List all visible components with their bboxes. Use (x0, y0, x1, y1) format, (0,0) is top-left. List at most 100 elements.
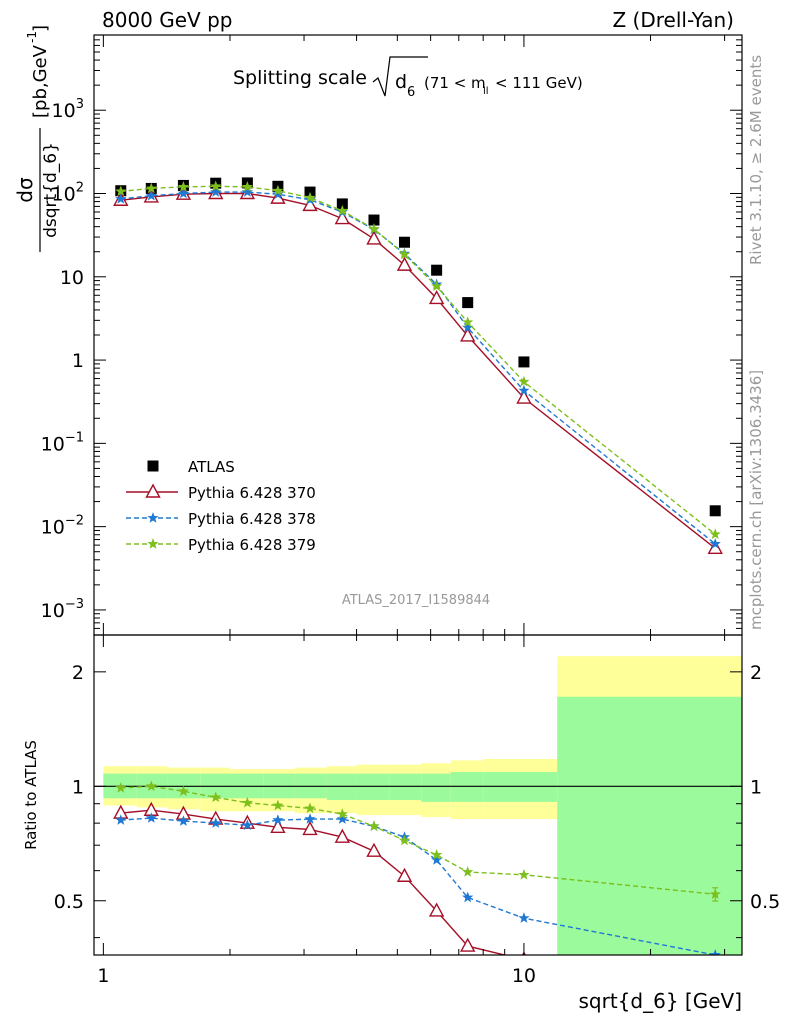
ratio-plot-ticks: 0.5 0.5 1 1 2 2 1 10 (54, 635, 780, 987)
point-pythia-6-428-378 (709, 538, 721, 549)
ratio-y-tick-label-right: 1 (750, 776, 762, 798)
point-pythia-6-428-370 (460, 327, 476, 342)
point-pythia-6-428-370 (270, 189, 286, 204)
y-tick-label: 10−1 (41, 430, 84, 455)
point-pythia-6-428-379 (241, 181, 253, 192)
y-tick-label: 10 (60, 267, 84, 289)
ratio-point-pythia-6-428-378 (210, 817, 222, 828)
point-pythia-6-428-379 (368, 223, 380, 234)
legend-marker-atlas (147, 460, 159, 472)
ratio-y-tick-label-right: 0.5 (750, 891, 780, 913)
ratio-point-pythia-6-428-378 (272, 814, 284, 825)
x-tick-label: 1 (97, 965, 109, 987)
point-pythia-6-428-378 (115, 193, 127, 204)
point-pythia-6-428-379 (177, 181, 189, 192)
ratio-line-pythia-6-428-378 (120, 817, 716, 955)
point-pythia-6-428-378 (518, 384, 530, 396)
ratio-point-pythia-6-428-379 (210, 791, 222, 803)
legend-label-pythia-6-428-379: Pythia 6.428 379 (188, 536, 316, 554)
point-pythia-6-428-379 (709, 528, 721, 540)
point-pythia-6-428-370 (366, 230, 382, 245)
ratio-y-axis-label: Ratio to ATLAS (22, 740, 40, 850)
y-axis-label-unit-end: ] (30, 25, 51, 32)
ratio-y-tick-label-left: 0.5 (54, 891, 84, 913)
plot-title-symbol-sub: 6 (407, 85, 415, 100)
ratio-point-pythia-6-428-378 (462, 891, 474, 903)
ratio-point-pythia-6-428-378 (304, 813, 316, 824)
point-pythia-6-428-379 (398, 248, 411, 260)
plot-title-range-end: < 111 GeV) (495, 74, 583, 92)
y-tick-label: 103 (52, 97, 84, 122)
ratio-point-pythia-6-428-379 (398, 834, 411, 846)
y-axis-label: dσ dsqrt{d_6} [pb,GeV -1 ] (13, 25, 61, 252)
point-pythia-6-428-379 (462, 316, 474, 327)
legend-label-pythia-6-428-378: Pythia 6.428 378 (188, 510, 316, 528)
ratio-point-pythia-6-428-378 (177, 815, 189, 826)
point-pythia-6-428-370 (334, 210, 351, 225)
point-pythia-6-428-370 (707, 539, 723, 554)
y-tick-label: 10−3 (41, 597, 84, 622)
stat-uncertainty-band (557, 696, 742, 955)
ratio-y-tick-label-left: 2 (72, 662, 84, 684)
point-pythia-6-428-378 (210, 186, 222, 197)
header-left: 8000 GeV pp (102, 8, 233, 32)
ratio-point-pythia-6-428-379 (145, 780, 157, 792)
y-axis-label-unit-sup: -1 (25, 31, 39, 43)
ratio-point-pythia-6-428-378 (709, 949, 721, 955)
header-right: Z (Drell-Yan) (612, 8, 734, 32)
ratio-point-pythia-6-428-370 (270, 818, 286, 834)
analysis-watermark: ATLAS_2017_I1589844 (342, 593, 490, 608)
side-label-mcplots: mcplots.cern.ch [arXiv:1306.3436] (747, 370, 765, 630)
y-axis-label-unit: [pb,GeV (30, 44, 51, 118)
point-pythia-6-428-378 (241, 186, 253, 197)
ratio-point-pythia-6-428-379 (304, 802, 316, 814)
point-pythia-6-428-378 (145, 189, 157, 201)
point-pythia-6-428-379 (431, 280, 443, 291)
ratio-point-pythia-6-428-370 (366, 842, 382, 857)
ratio-point-pythia-6-428-378 (115, 814, 127, 825)
y-tick-label: 10−2 (41, 514, 84, 539)
x-axis-label: sqrt{d_6} [GeV] (579, 989, 743, 1013)
legend-label-atlas: ATLAS (188, 458, 235, 476)
legend-marker-pythia-6-428-378 (147, 512, 159, 523)
main-plot-ticks: 10−3 10−2 10−1 1 10 102 103 (41, 34, 742, 636)
ratio-point-pythia-6-428-378 (518, 912, 530, 923)
ratio-point-pythia-6-428-378 (145, 812, 157, 823)
x-tick-label: 10 (512, 965, 536, 987)
plot-title-main: Splitting scale (233, 67, 367, 89)
point-pythia-6-428-379 (304, 191, 316, 203)
point-atlas (709, 505, 721, 517)
plot-title-range: (71 < m (424, 74, 486, 92)
point-atlas (518, 356, 530, 368)
y-axis-label-numerator: dσ (13, 177, 37, 203)
main-plot-panel: 10−3 10−2 10−1 1 10 102 103 Splitting scale d … (13, 25, 743, 636)
ratio-point-pythia-6-428-379 (336, 808, 348, 819)
ratio-point-pythia-6-428-378 (336, 813, 348, 824)
point-pythia-6-428-379 (115, 185, 127, 197)
plot-title: Splitting scale d 6 (71 < m ll < 111 GeV… (233, 56, 583, 100)
ratio-line-pythia-6-428-370 (120, 809, 508, 955)
point-pythia-6-428-370 (516, 389, 532, 404)
ratio-point-pythia-6-428-379 (272, 799, 284, 811)
point-pythia-6-428-370 (428, 289, 445, 305)
y-tick-label: 1 (72, 350, 84, 372)
sqrt-symbol (372, 56, 428, 97)
ratio-point-pythia-6-428-379 (368, 820, 380, 832)
point-pythia-6-428-379 (210, 180, 222, 192)
ratio-point-pythia-6-428-379 (177, 785, 189, 797)
stat-uncertainty-band (450, 772, 484, 802)
legend-label-pythia-6-428-370: Pythia 6.428 370 (188, 484, 316, 502)
series-line-pythia-6-428-370 (120, 192, 716, 549)
ratio-point-pythia-6-428-378 (431, 854, 443, 865)
point-atlas (398, 236, 410, 248)
ratio-y-tick-label-left: 1 (72, 776, 84, 798)
ratio-plot-marks (113, 780, 721, 955)
point-atlas (368, 214, 380, 226)
y-axis-label-denominator: dsqrt{d_6} (41, 142, 61, 238)
plot-title-range-sub: ll (483, 86, 489, 97)
ratio-point-pythia-6-428-379 (462, 866, 474, 877)
ratio-y-tick-label-right: 2 (750, 662, 762, 684)
side-label-rivet: Rivet 3.1.10, ≥ 2.6M events (747, 55, 765, 265)
ratio-point-pythia-6-428-379 (518, 868, 530, 880)
